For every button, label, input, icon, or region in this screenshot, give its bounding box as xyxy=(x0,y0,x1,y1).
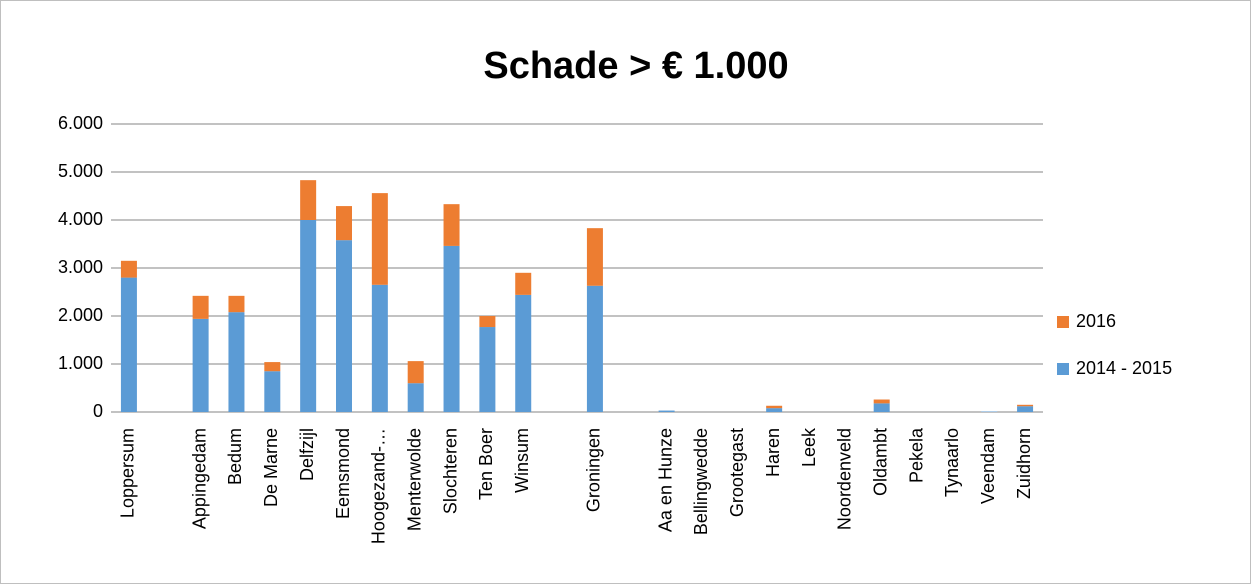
bar-segment xyxy=(192,318,209,412)
x-tick-label: Hoogezand-… xyxy=(369,428,389,544)
x-tick-label: Noordenveld xyxy=(835,428,855,530)
x-tick-label: Oldambt xyxy=(870,428,890,496)
x-tick-label: Veendam xyxy=(978,428,998,504)
x-tick-label: Aa en Hunze xyxy=(655,428,675,532)
x-tick-label: Delfzijl xyxy=(297,428,317,481)
bar-segment xyxy=(228,295,245,313)
bar-segment xyxy=(873,403,890,412)
y-tick-label: 3.000 xyxy=(58,257,103,277)
bar-segment xyxy=(586,228,603,286)
bar-segment xyxy=(443,204,460,246)
x-tick-label: Loppersum xyxy=(118,428,138,518)
bar-segment xyxy=(515,272,532,295)
x-tick-label: Appingedam xyxy=(189,428,209,529)
bar-segment xyxy=(658,410,675,412)
x-tick-label: Ten Boer xyxy=(476,428,496,500)
bar-segment xyxy=(1017,406,1034,412)
legend-label: 2014 - 2015 xyxy=(1076,358,1172,378)
y-tick-label: 1.000 xyxy=(58,353,103,373)
x-tick-label: Winsum xyxy=(512,428,532,493)
bar-segment xyxy=(120,277,137,412)
legend-swatch xyxy=(1057,363,1069,375)
bar-segment xyxy=(228,312,245,412)
x-tick-label: De Marne xyxy=(261,428,281,507)
bar-segment xyxy=(479,316,496,328)
bar-segment xyxy=(336,206,352,241)
bar-segment xyxy=(766,408,783,412)
x-tick-label: Menterwolde xyxy=(404,428,424,531)
bar-segment xyxy=(407,383,424,412)
legend-swatch xyxy=(1057,316,1069,328)
bar-segment xyxy=(120,260,137,278)
x-tick-label: Groningen xyxy=(584,428,604,512)
bar-segment xyxy=(1017,404,1034,407)
bar-segment xyxy=(407,361,424,384)
bar-segment xyxy=(873,399,890,404)
x-tick-label: Leek xyxy=(799,427,819,467)
x-tick-label: Tynaarlo xyxy=(942,428,962,497)
x-tick-label: Bedum xyxy=(225,428,245,485)
bar-segment xyxy=(336,240,352,412)
bar-segment xyxy=(192,295,209,319)
bar-segment xyxy=(300,220,317,412)
x-tick-label: Pekela xyxy=(906,427,926,483)
x-tick-label: Zuidhorn xyxy=(1014,428,1034,499)
legend-label: 2016 xyxy=(1076,311,1116,331)
y-tick-label: 0 xyxy=(93,401,103,421)
bar-segment xyxy=(264,371,281,412)
bar-segment xyxy=(264,362,281,372)
bar-segment xyxy=(586,285,603,412)
bar-segment xyxy=(479,327,496,412)
bar-segment xyxy=(766,405,783,409)
x-tick-label: Eemsmond xyxy=(333,428,353,519)
y-tick-label: 6.000 xyxy=(58,113,103,133)
bar-segment xyxy=(443,245,460,412)
y-tick-label: 2.000 xyxy=(58,305,103,325)
x-tick-label: Haren xyxy=(763,428,783,477)
y-tick-label: 5.000 xyxy=(58,161,103,181)
bar-segment xyxy=(371,284,388,412)
x-tick-label: Bellingwedde xyxy=(691,428,711,535)
bar-segment xyxy=(371,193,388,285)
y-tick-label: 4.000 xyxy=(58,209,103,229)
bar-segment xyxy=(515,294,532,412)
chart-title: Schade > € 1.000 xyxy=(483,45,788,87)
bar-segment xyxy=(300,180,317,220)
x-tick-label: Slochteren xyxy=(440,428,460,514)
x-tick-label: Grootegast xyxy=(727,428,747,517)
